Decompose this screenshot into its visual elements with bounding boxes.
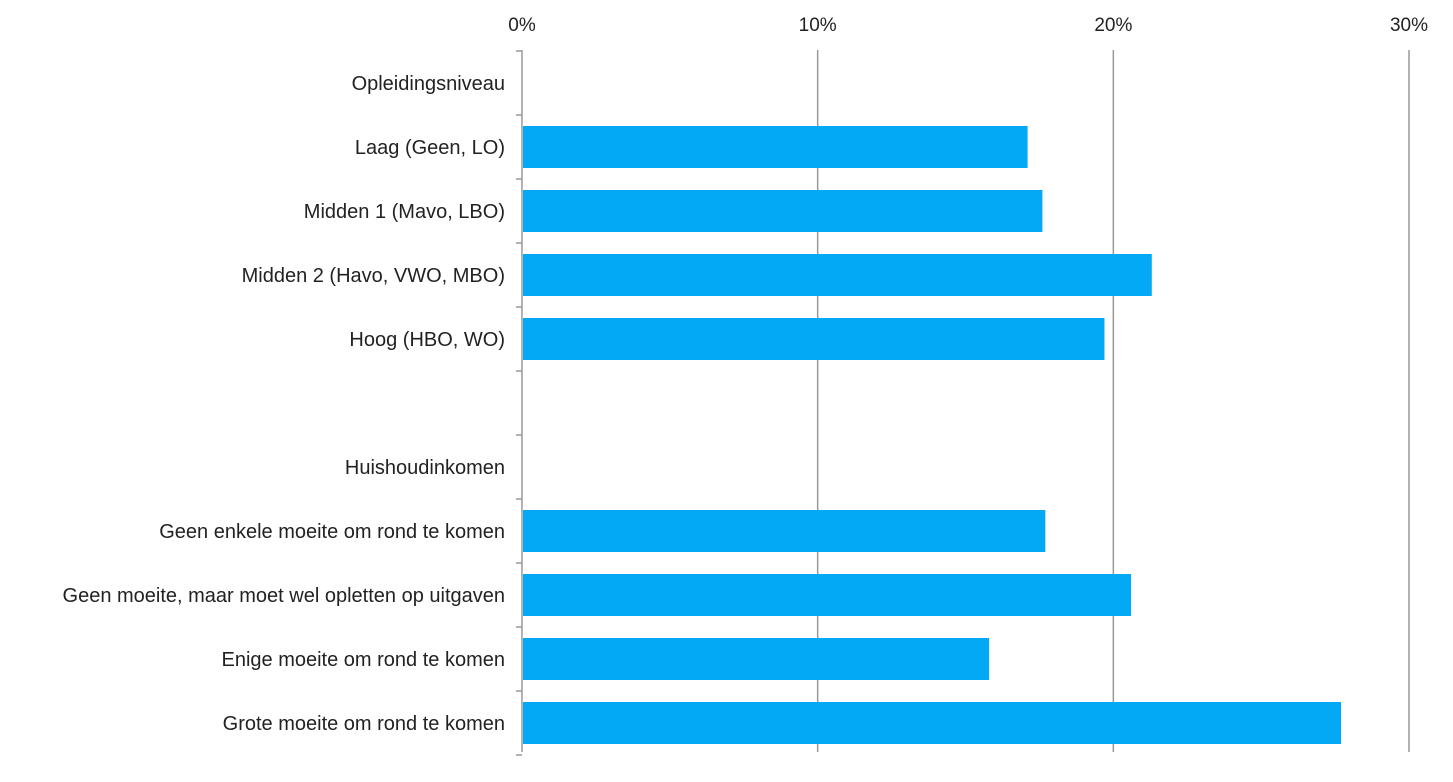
y-axis — [516, 50, 523, 756]
category-label: Grote moeite om rond te komen — [223, 713, 505, 735]
bar — [523, 126, 1028, 168]
category-label: Midden 1 (Mavo, LBO) — [304, 201, 505, 223]
category-label: Laag (Geen, LO) — [355, 137, 505, 159]
x-tick-label: 0% — [508, 15, 536, 36]
category-label: Enige moeite om rond te komen — [222, 649, 506, 671]
bar — [523, 318, 1105, 360]
bar — [523, 510, 1046, 552]
category-label: Huishoudinkomen — [345, 457, 505, 479]
category-label: Geen enkele moeite om rond te komen — [159, 521, 505, 543]
category-label: Hoog (HBO, WO) — [349, 329, 505, 351]
category-labels: Opleidingsniveau Laag (Geen, LO) Midden 1 … — [63, 73, 505, 735]
x-tick-label: 30% — [1390, 15, 1428, 36]
bar — [523, 638, 990, 680]
bar — [523, 702, 1341, 744]
category-label: Opleidingsniveau — [352, 73, 505, 95]
bar — [523, 254, 1152, 296]
x-axis-ticks: 0% 10% 20% 30% — [508, 15, 1428, 36]
x-tick-label: 10% — [799, 15, 837, 36]
category-label: Midden 2 (Havo, VWO, MBO) — [242, 265, 505, 287]
category-label: Geen moeite, maar moet wel opletten op u… — [63, 585, 505, 607]
bars — [523, 126, 1341, 744]
bar — [523, 574, 1132, 616]
x-tick-label: 20% — [1094, 15, 1132, 36]
bar — [523, 190, 1043, 232]
